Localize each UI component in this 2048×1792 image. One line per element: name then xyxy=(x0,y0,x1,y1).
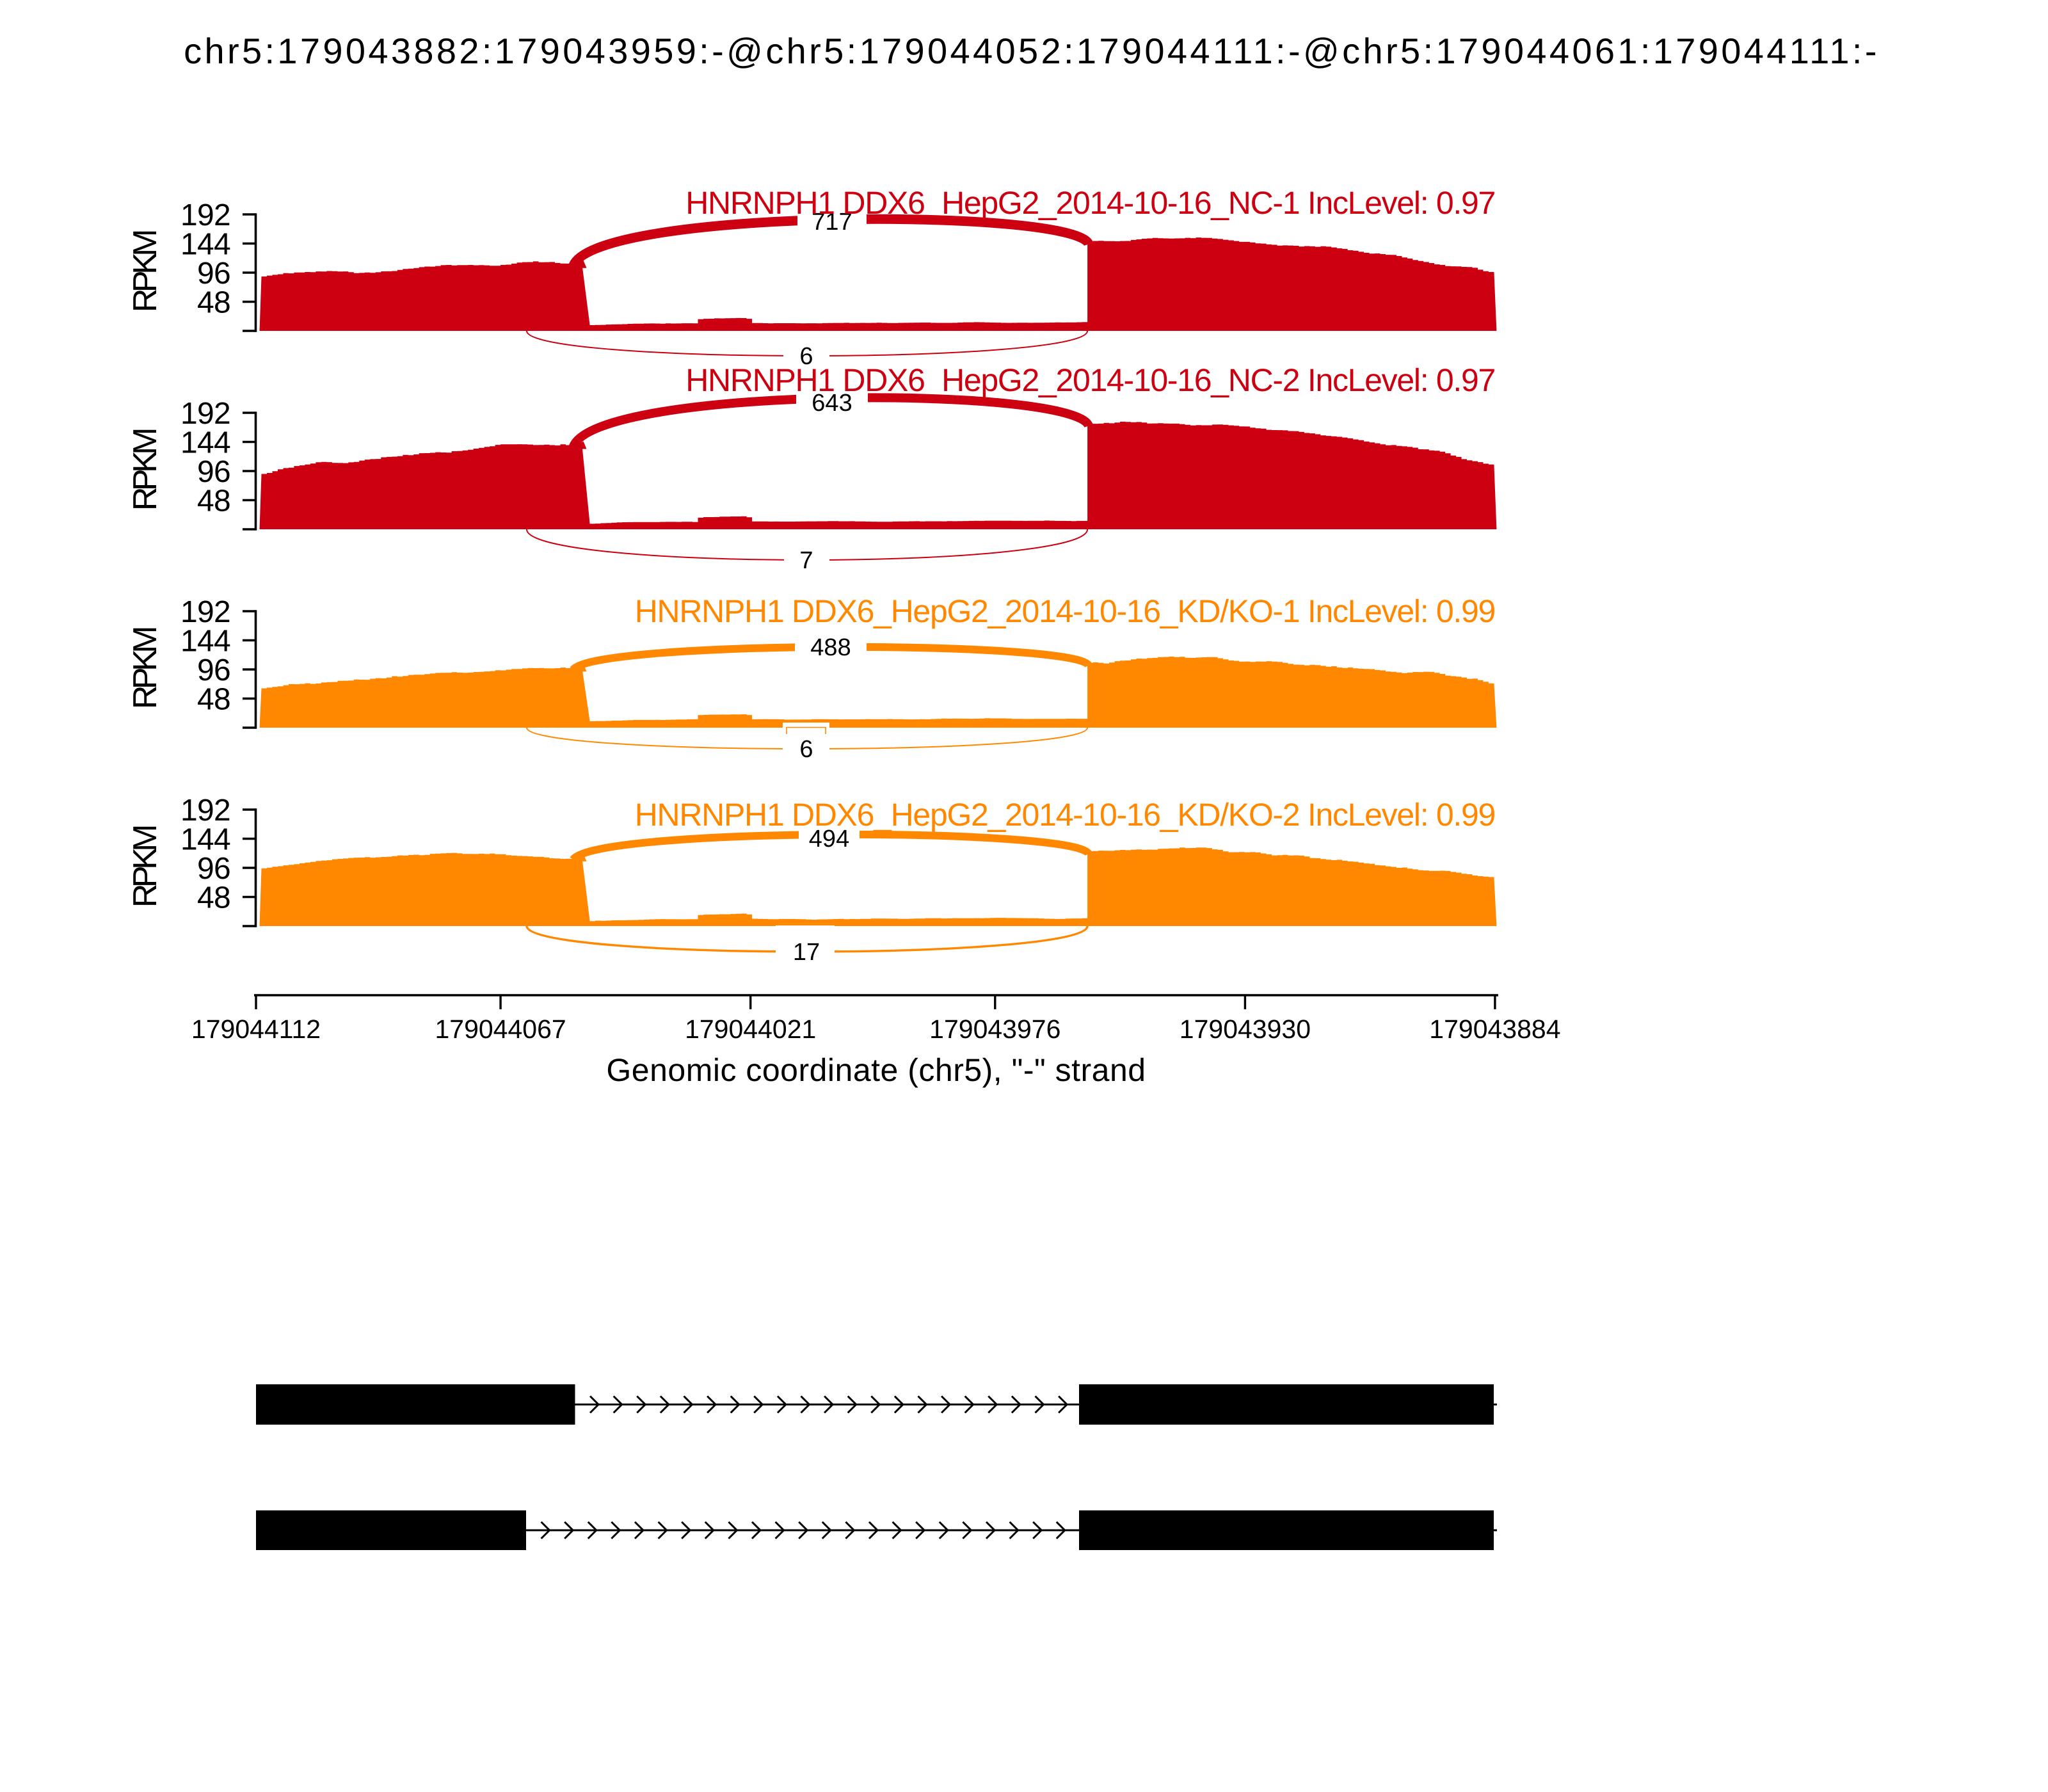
svg-text:96: 96 xyxy=(197,455,230,489)
svg-text:179044067: 179044067 xyxy=(435,1014,566,1044)
svg-text:144: 144 xyxy=(180,625,230,659)
svg-text:179043884: 179043884 xyxy=(1429,1014,1560,1044)
svg-text:HNRNPH1 DDX6_HepG2_2014-10-16_: HNRNPH1 DDX6_HepG2_2014-10-16_NC-2 IncLe… xyxy=(685,362,1495,398)
svg-text:192: 192 xyxy=(180,595,230,629)
svg-text:HNRNPH1 DDX6_HepG2_2014-10-16_: HNRNPH1 DDX6_HepG2_2014-10-16_NC-1 IncLe… xyxy=(685,185,1495,221)
svg-text:144: 144 xyxy=(180,426,230,460)
svg-text:17: 17 xyxy=(793,939,820,966)
svg-text:RPKM: RPKM xyxy=(127,628,164,709)
svg-text:RPKM: RPKM xyxy=(127,826,164,908)
svg-text:6: 6 xyxy=(799,736,813,763)
svg-text:48: 48 xyxy=(197,881,230,915)
svg-text:144: 144 xyxy=(180,228,230,262)
svg-text:HNRNPH1 DDX6_HepG2_2014-10-16_: HNRNPH1 DDX6_HepG2_2014-10-16_KD/KO-2 In… xyxy=(635,797,1495,833)
svg-text:7: 7 xyxy=(799,547,813,574)
svg-text:192: 192 xyxy=(180,397,230,431)
svg-text:48: 48 xyxy=(197,683,230,717)
svg-text:48: 48 xyxy=(197,286,230,320)
svg-text:RPKM: RPKM xyxy=(127,231,164,312)
svg-text:RPKM: RPKM xyxy=(127,429,164,511)
svg-text:HNRNPH1 DDX6_HepG2_2014-10-16_: HNRNPH1 DDX6_HepG2_2014-10-16_KD/KO-1 In… xyxy=(635,593,1495,629)
svg-text:Genomic coordinate (chr5), "-": Genomic coordinate (chr5), "-" strand xyxy=(606,1052,1146,1088)
svg-text:179043976: 179043976 xyxy=(929,1014,1060,1044)
svg-text:179044021: 179044021 xyxy=(685,1014,816,1044)
svg-text:179044112: 179044112 xyxy=(191,1014,321,1044)
svg-text:48: 48 xyxy=(197,484,230,518)
svg-text:643: 643 xyxy=(812,390,852,417)
svg-text:488: 488 xyxy=(810,634,851,661)
svg-text:192: 192 xyxy=(180,794,230,828)
svg-text:96: 96 xyxy=(197,257,230,291)
svg-text:6: 6 xyxy=(799,343,813,370)
svg-text:494: 494 xyxy=(809,826,849,852)
svg-text:179043930: 179043930 xyxy=(1180,1014,1311,1044)
svg-text:chr5:179043882:179043959:-@chr: chr5:179043882:179043959:-@chr5:17904405… xyxy=(184,31,1880,71)
svg-text:96: 96 xyxy=(197,852,230,886)
svg-text:717: 717 xyxy=(812,209,852,236)
svg-text:192: 192 xyxy=(180,198,230,232)
svg-text:96: 96 xyxy=(197,653,230,687)
svg-text:144: 144 xyxy=(180,823,230,857)
